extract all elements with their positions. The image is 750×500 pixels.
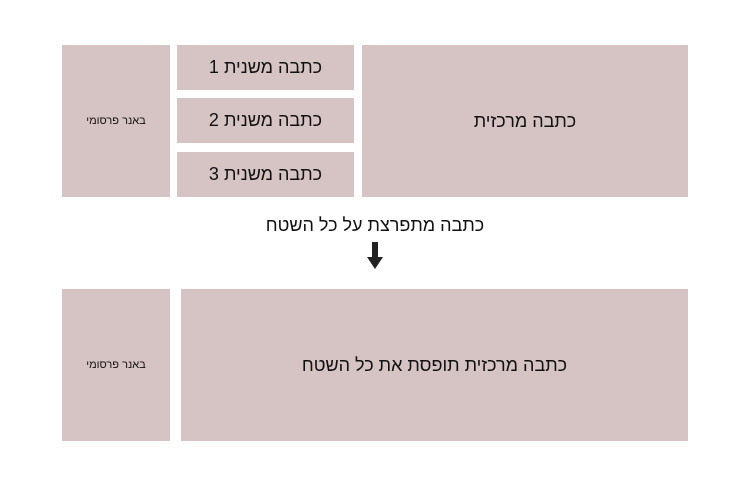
- banner-label: באנר פרסומי: [86, 114, 146, 127]
- sub-article-label: כתבה משנית 3: [208, 164, 323, 184]
- sub-article-2: כתבה משנית 2: [177, 98, 354, 143]
- top-banner: באנר פרסומי: [62, 45, 170, 197]
- banner-label: באנר פרסומי: [86, 358, 146, 371]
- main-article-label: כתבה מרכזית תופסת את כל השטח: [301, 354, 568, 375]
- sub-article-1: כתבה משנית 1: [177, 45, 354, 90]
- bottom-banner: באנר פרסומי: [62, 289, 170, 441]
- sub-article-3: כתבה משנית 3: [177, 152, 354, 197]
- sub-article-label: כתבה משנית 1: [208, 57, 323, 77]
- arrow-down-icon: [367, 242, 383, 269]
- sub-article-label: כתבה משנית 2: [208, 110, 323, 130]
- top-main-article: כתבה מרכזית: [362, 45, 688, 197]
- main-article-label: כתבה מרכזית: [473, 110, 577, 131]
- bottom-main-article: כתבה מרכזית תופסת את כל השטח: [181, 289, 688, 441]
- transition-label: כתבה מתפרצת על כל השטח: [265, 215, 485, 235]
